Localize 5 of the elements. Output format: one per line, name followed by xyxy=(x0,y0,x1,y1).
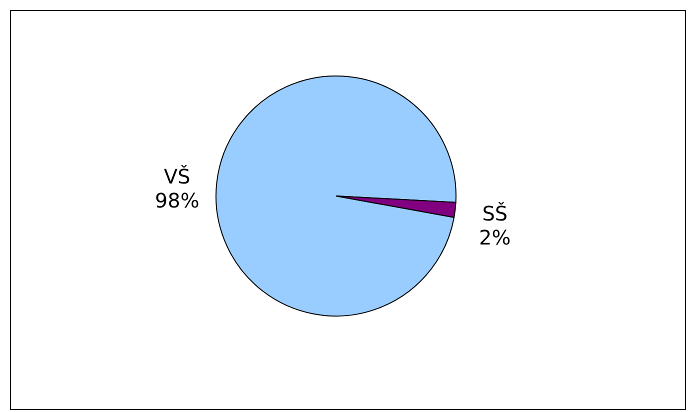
data-label: 2% xyxy=(479,226,511,250)
slice-label: VŠ xyxy=(164,164,190,188)
data-label: 98% xyxy=(154,188,200,212)
pie-slice xyxy=(216,76,456,316)
slice-label: SŠ xyxy=(482,202,508,226)
